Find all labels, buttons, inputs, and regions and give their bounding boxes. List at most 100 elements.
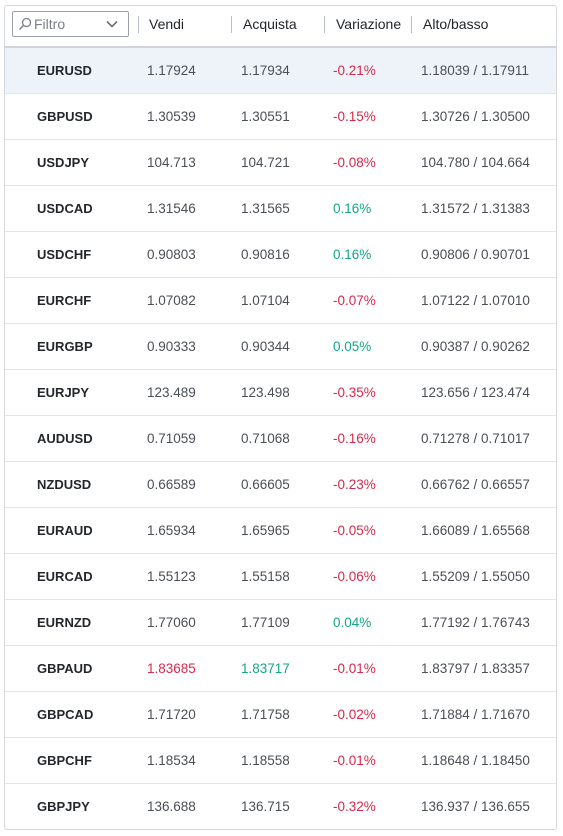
ask-cell: 104.721 bbox=[241, 155, 290, 170]
table-row[interactable]: GBPAUD 1.83685 1.83717 -0.01% 1.83797 / 1.83… bbox=[5, 646, 556, 692]
bid-cell: 1.07082 bbox=[147, 293, 196, 308]
symbol-cell: USDCAD bbox=[37, 201, 93, 216]
change-cell: -0.02% bbox=[333, 707, 376, 722]
symbol-cell: GBPCAD bbox=[37, 707, 94, 722]
bid-cell: 1.17924 bbox=[147, 63, 196, 78]
high-low-cell: 0.71278 / 0.71017 bbox=[421, 431, 530, 446]
high-low-cell: 136.937 / 136.655 bbox=[421, 799, 530, 814]
bid-cell: 1.31546 bbox=[147, 201, 196, 216]
symbol-cell: EURNZD bbox=[37, 615, 92, 630]
header-divider bbox=[138, 16, 139, 33]
ask-cell: 1.71758 bbox=[241, 707, 290, 722]
table-row[interactable]: GBPUSD 1.30539 1.30551 -0.15% 1.30726 / 1.30… bbox=[5, 94, 556, 140]
table-row[interactable]: GBPCAD 1.71720 1.71758 -0.02% 1.71884 / 1.71… bbox=[5, 692, 556, 738]
change-cell: -0.32% bbox=[333, 799, 376, 814]
high-low-cell: 1.18039 / 1.17911 bbox=[421, 63, 529, 78]
ask-cell: 1.65965 bbox=[241, 523, 290, 538]
symbol-cell: EURCHF bbox=[37, 293, 92, 308]
table-row[interactable]: EURGBP 0.90333 0.90344 0.05% 0.90387 / 0.902… bbox=[5, 324, 556, 370]
table-row[interactable]: USDCAD 1.31546 1.31565 0.16% 1.31572 / 1.313… bbox=[5, 186, 556, 232]
table-row[interactable]: EURJPY 123.489 123.498 -0.35% 123.656 / 123.… bbox=[5, 370, 556, 416]
change-cell: -0.08% bbox=[333, 155, 376, 170]
high-low-cell: 1.55209 / 1.55050 bbox=[421, 569, 530, 584]
table-row[interactable]: USDCHF 0.90803 0.90816 0.16% 0.90806 / 0.907… bbox=[5, 232, 556, 278]
header-divider bbox=[324, 16, 325, 33]
table-row[interactable]: EURNZD 1.77060 1.77109 0.04% 1.77192 / 1.767… bbox=[5, 600, 556, 646]
table-row[interactable]: EURAUD 1.65934 1.65965 -0.05% 1.66089 / 1.65… bbox=[5, 508, 556, 554]
ask-cell: 0.71068 bbox=[241, 431, 290, 446]
high-low-cell: 1.83797 / 1.83357 bbox=[421, 661, 530, 676]
header-divider bbox=[411, 16, 412, 33]
high-low-cell: 0.90387 / 0.90262 bbox=[421, 339, 530, 354]
change-cell: -0.15% bbox=[333, 109, 376, 124]
bid-cell: 1.30539 bbox=[147, 109, 196, 124]
symbol-cell: EURUSD bbox=[37, 63, 92, 78]
symbol-cell: EURJPY bbox=[37, 385, 90, 400]
symbol-cell: GBPJPY bbox=[37, 799, 90, 814]
bid-cell: 104.713 bbox=[147, 155, 196, 170]
table-header: Filtro Vendi Acquista Variazione Alto/ba… bbox=[5, 6, 556, 48]
high-low-cell: 1.71884 / 1.71670 bbox=[421, 707, 530, 722]
column-header-change[interactable]: Variazione bbox=[336, 16, 402, 32]
symbol-cell: EURGBP bbox=[37, 339, 93, 354]
bid-cell: 0.71059 bbox=[147, 431, 196, 446]
table-row[interactable]: AUDUSD 0.71059 0.71068 -0.16% 0.71278 / 0.71… bbox=[5, 416, 556, 462]
bid-cell: 0.90333 bbox=[147, 339, 196, 354]
table-row[interactable]: GBPJPY 136.688 136.715 -0.32% 136.937 / 136.… bbox=[5, 784, 556, 829]
table-row[interactable]: NZDUSD 0.66589 0.66605 -0.23% 0.66762 / 0.66… bbox=[5, 462, 556, 508]
high-low-cell: 1.66089 / 1.65568 bbox=[421, 523, 530, 538]
filter-placeholder: Filtro bbox=[34, 16, 66, 32]
search-icon bbox=[18, 17, 32, 31]
high-low-cell: 1.07122 / 1.07010 bbox=[421, 293, 530, 308]
symbol-cell: USDJPY bbox=[37, 155, 90, 170]
high-low-cell: 1.77192 / 1.76743 bbox=[421, 615, 530, 630]
high-low-cell: 1.31572 / 1.31383 bbox=[421, 201, 530, 216]
bid-cell: 1.83685 bbox=[147, 661, 196, 676]
high-low-cell: 0.66762 / 0.66557 bbox=[421, 477, 530, 492]
table-row[interactable]: EURUSD 1.17924 1.17934 -0.21% 1.18039 / 1.17… bbox=[5, 48, 556, 94]
bid-cell: 136.688 bbox=[147, 799, 196, 814]
ask-cell: 0.90344 bbox=[241, 339, 290, 354]
ask-cell: 1.07104 bbox=[241, 293, 290, 308]
high-low-cell: 0.90806 / 0.90701 bbox=[421, 247, 530, 262]
ask-cell: 123.498 bbox=[241, 385, 290, 400]
ask-cell: 0.66605 bbox=[241, 477, 290, 492]
symbol-cell: GBPUSD bbox=[37, 109, 93, 124]
change-cell: -0.16% bbox=[333, 431, 376, 446]
table-row[interactable]: EURCHF 1.07082 1.07104 -0.07% 1.07122 / 1.07… bbox=[5, 278, 556, 324]
ask-cell: 0.90816 bbox=[241, 247, 290, 262]
chevron-down-icon[interactable] bbox=[106, 18, 118, 30]
bid-cell: 0.66589 bbox=[147, 477, 196, 492]
change-cell: -0.05% bbox=[333, 523, 376, 538]
change-cell: -0.06% bbox=[333, 569, 376, 584]
symbol-cell: NZDUSD bbox=[37, 477, 92, 492]
column-header-sell[interactable]: Vendi bbox=[149, 16, 185, 32]
bid-cell: 123.489 bbox=[147, 385, 196, 400]
bid-cell: 1.65934 bbox=[147, 523, 196, 538]
table-row[interactable]: USDJPY 104.713 104.721 -0.08% 104.780 / 104.… bbox=[5, 140, 556, 186]
bid-cell: 1.18534 bbox=[147, 753, 196, 768]
symbol-cell: GBPAUD bbox=[37, 661, 93, 676]
column-header-high-low[interactable]: Alto/basso bbox=[423, 16, 489, 32]
change-cell: -0.01% bbox=[333, 753, 376, 768]
ask-cell: 1.83717 bbox=[241, 661, 290, 676]
column-header-buy[interactable]: Acquista bbox=[243, 16, 297, 32]
table-row[interactable]: GBPCHF 1.18534 1.18558 -0.01% 1.18648 / 1.18… bbox=[5, 738, 556, 784]
change-cell: 0.16% bbox=[333, 247, 372, 262]
symbol-cell: EURCAD bbox=[37, 569, 93, 584]
symbol-cell: USDCHF bbox=[37, 247, 92, 262]
filter-dropdown[interactable]: Filtro bbox=[12, 11, 129, 37]
symbol-cell: EURAUD bbox=[37, 523, 93, 538]
table-row[interactable]: EURCAD 1.55123 1.55158 -0.06% 1.55209 / 1.55… bbox=[5, 554, 556, 600]
header-divider bbox=[231, 16, 232, 33]
change-cell: 0.05% bbox=[333, 339, 372, 354]
bid-cell: 1.55123 bbox=[147, 569, 196, 584]
change-cell: -0.35% bbox=[333, 385, 376, 400]
ask-cell: 1.31565 bbox=[241, 201, 290, 216]
ask-cell: 1.18558 bbox=[241, 753, 290, 768]
ask-cell: 1.30551 bbox=[241, 109, 290, 124]
change-cell: -0.01% bbox=[333, 661, 376, 676]
symbol-cell: GBPCHF bbox=[37, 753, 92, 768]
change-cell: 0.16% bbox=[333, 201, 372, 216]
change-cell: -0.21% bbox=[333, 63, 376, 78]
